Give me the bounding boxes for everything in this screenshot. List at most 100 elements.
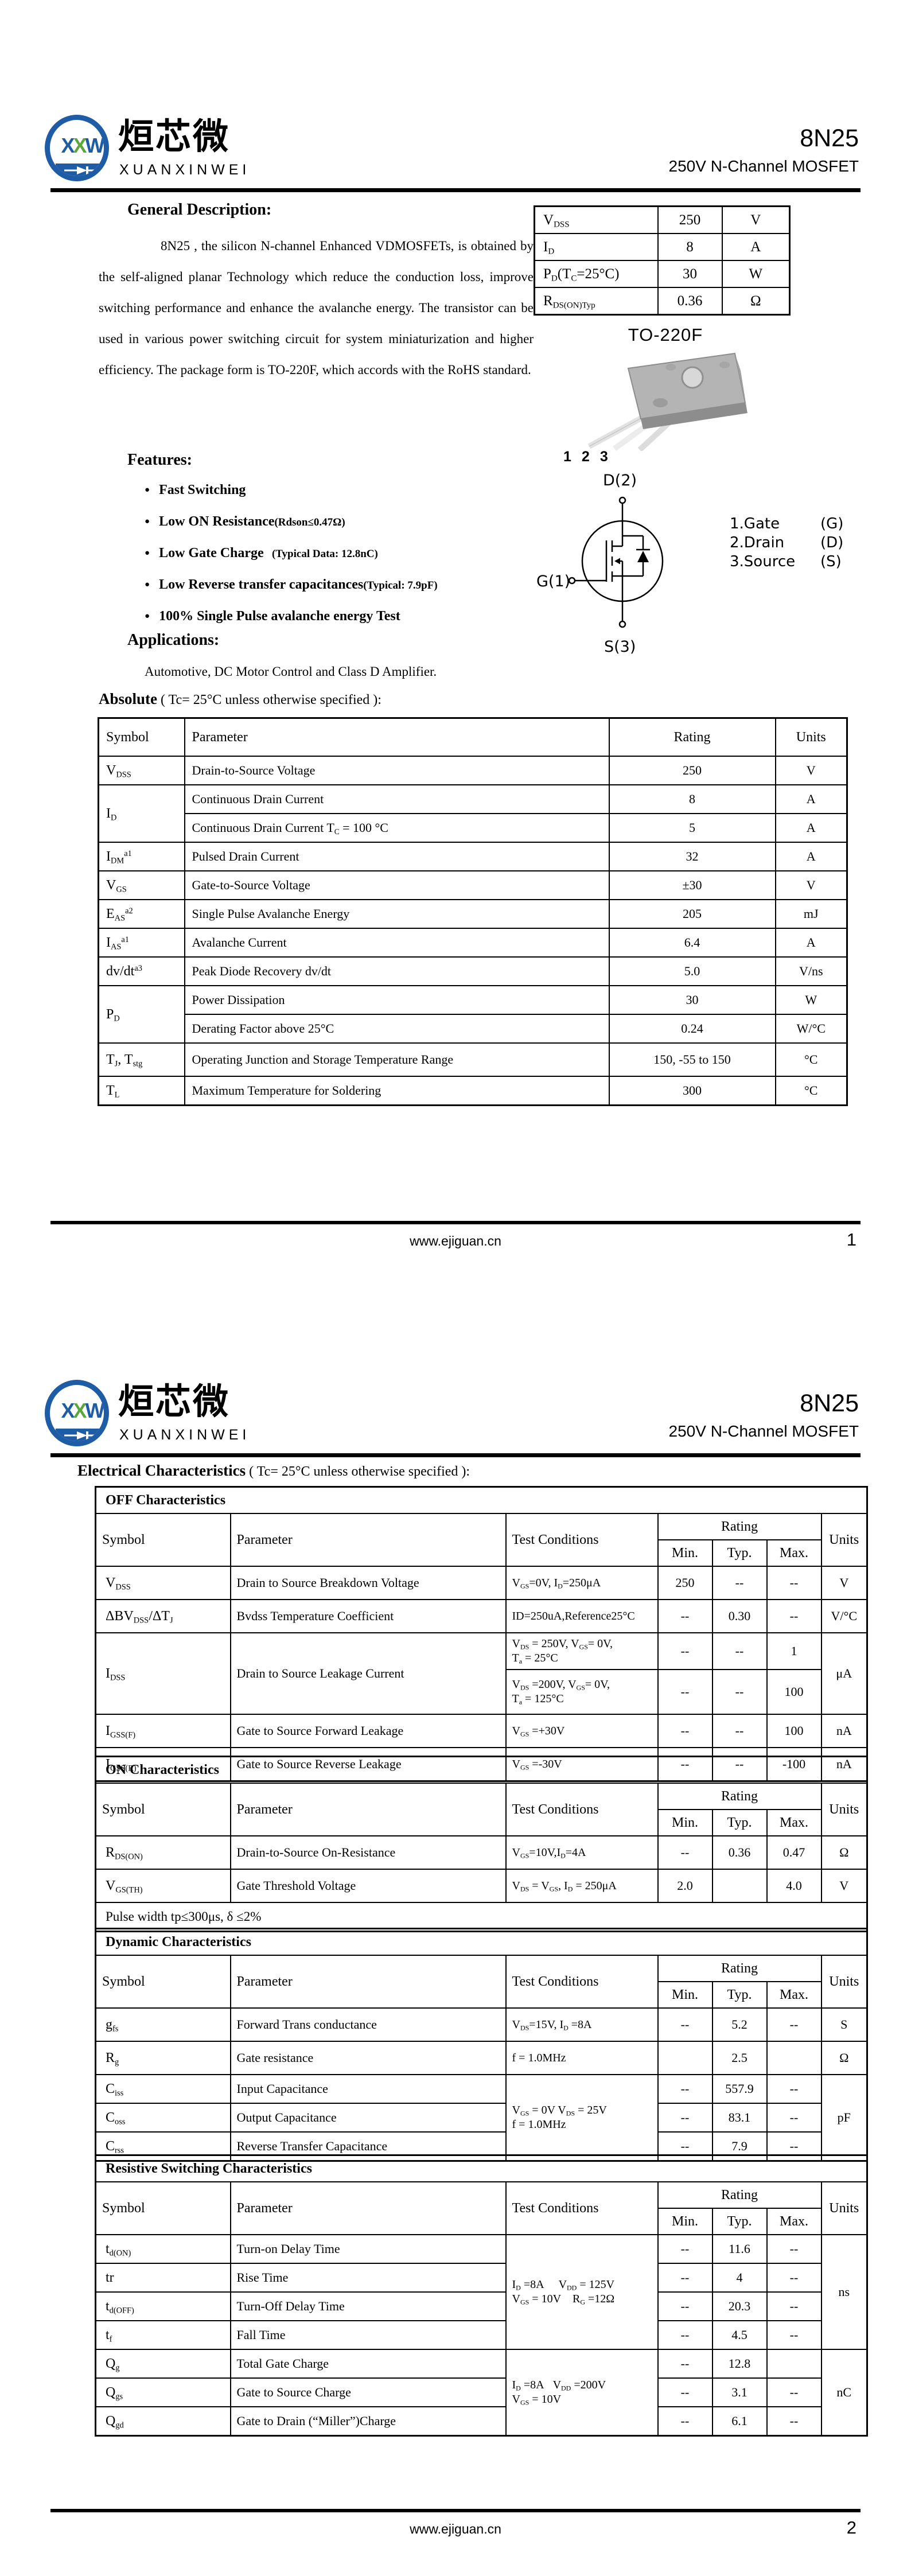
cell-units: nC <box>820 2349 868 2437</box>
logo-letter: X <box>73 1399 87 1422</box>
table-row: VDSS Drain-to-Source Voltage 250 V <box>98 756 848 785</box>
cell-units: mJ <box>774 899 848 929</box>
feature-item: Fast Switching <box>145 483 438 498</box>
cell-typ: 0.36 <box>711 1835 768 1870</box>
cell-symbol: dv/dta3 <box>98 956 185 986</box>
cell-parameter: Gate-to-Source Voltage <box>184 870 610 900</box>
package-image <box>542 348 760 452</box>
col-test-conditions: Test Conditions <box>505 1955 659 2009</box>
feature-item: Low Gate Charge (Typical Data: 12.8nC) <box>145 546 438 561</box>
cell-symbol: TL <box>98 1076 185 1106</box>
cell-units: V <box>774 870 848 900</box>
cell-max: -- <box>766 2320 822 2350</box>
table-row: gfs Forward Trans conductance VDS=15V, ID … <box>95 2007 868 2042</box>
col-symbol: Symbol <box>98 717 185 757</box>
cell-min: -- <box>657 1714 713 1748</box>
cell-parameter: Turn-on Delay Time <box>229 2234 507 2264</box>
cell-typ: -- <box>711 1714 768 1748</box>
cell-rating: 205 <box>608 899 776 929</box>
table-row: Qg Total Gate Charge ID =8A VDD =200V VGS =… <box>95 2349 868 2437</box>
cell-symbol: Ciss <box>95 2074 231 2104</box>
table-row: IDMa1 Pulsed Drain Current 32 A <box>98 842 848 871</box>
diode-icon <box>64 166 100 174</box>
cell-symbol: tr <box>95 2263 231 2293</box>
logo-letter: W <box>85 134 104 157</box>
page-number: 2 <box>846 2517 857 2538</box>
cell-min: -- <box>657 1835 713 1870</box>
footer-rule <box>50 1221 861 1224</box>
cell-min: -- <box>657 1599 713 1633</box>
features-heading: Features: <box>127 451 192 469</box>
col-parameter: Parameter <box>229 1955 507 2009</box>
cell-typ <box>711 1869 768 1903</box>
cell-symbol: Rg <box>95 2041 231 2075</box>
table-row: ID 8 A <box>534 233 791 261</box>
features-list: Fast Switching Low ON Resistance(Rdson≤0… <box>145 483 438 641</box>
feature-item: Low ON Resistance(Rdson≤0.47Ω) <box>145 515 438 530</box>
cell-test-conditions: VGS=10V,ID=4A <box>505 1835 659 1870</box>
cell-max: -- <box>766 2103 822 2133</box>
cell-symbol: PD <box>98 985 185 1044</box>
cell-symbol: IASa1 <box>98 928 185 958</box>
absolute-heading-bold: Absolute <box>99 690 158 707</box>
col-typ: Typ. <box>711 1981 768 2009</box>
cell-test-conditions: ID =8A VDD = 125V VGS = 10V RG =12Ω <box>505 2234 659 2350</box>
logo-letter: X <box>61 1399 75 1422</box>
cell-parameter: Drain to Source Leakage Current <box>229 1632 507 1715</box>
table-row: td(ON) Turn-on Delay Time ID =8A VDD = 125… <box>95 2234 868 2350</box>
table-title-row: Resistive Switching Characteristics <box>95 2154 868 2182</box>
cell-test-conditions: ID =8A VDD =200V VGS = 10V <box>505 2349 659 2437</box>
cell-max: 100 <box>766 1714 822 1748</box>
cell-symbol: Qg <box>95 2349 231 2379</box>
part-number: 8N25 <box>800 124 859 152</box>
cell-units: pF <box>820 2074 868 2162</box>
legend-name: 2.Drain <box>730 534 785 551</box>
cell-test-conditions: VDS = 250V, VGS= 0V, Ta = 25°C <box>505 1632 659 1670</box>
col-rating: Rating <box>657 1513 822 1540</box>
col-typ: Typ. <box>711 1539 768 1567</box>
cell-rating: 32 <box>608 842 776 871</box>
logo-letters: XXW <box>50 134 104 158</box>
cell-typ: 4.5 <box>711 2320 768 2350</box>
cell-symbol: EASa2 <box>98 899 185 929</box>
table-row: Qgs Gate to Source Charge -- 3.1 -- <box>95 2377 867 2407</box>
cell-typ: -- <box>711 1632 768 1670</box>
col-max: Max. <box>766 1539 822 1567</box>
feature-note: (Rdson≤0.47Ω) <box>274 516 345 528</box>
table-row: RDS(ON)Typ 0.36 Ω <box>534 287 791 316</box>
cell-rating: 30 <box>608 985 776 1015</box>
legend-code: (G) <box>820 515 844 532</box>
cell-units: V/°C <box>820 1599 868 1633</box>
cell-units: W/°C <box>774 1014 848 1044</box>
cell-max: 4.0 <box>766 1869 822 1903</box>
table-row: PD Power Dissipation 30 W <box>98 985 848 1044</box>
table-row: IDSS Drain to Source Leakage Current VDS =… <box>95 1632 868 1715</box>
feature-item: 100% Single Pulse avalanche energy Test <box>145 609 438 624</box>
cell-min: -- <box>657 2234 713 2264</box>
cell-typ: 83.1 <box>711 2103 768 2133</box>
table-row: TL Maximum Temperature for Soldering 300 °C <box>98 1076 848 1106</box>
cell-parameter: Gate Threshold Voltage <box>229 1869 507 1903</box>
feature-text: Low ON Resistance <box>159 514 275 529</box>
cell-parameter: Gate to Source Forward Leakage <box>229 1714 507 1748</box>
cell-min: 250 <box>657 1566 713 1600</box>
cell-parameter: Drain-to-Source Voltage <box>184 756 610 785</box>
feature-text: Fast Switching <box>159 482 246 497</box>
cell-units: V/ns <box>774 956 848 986</box>
legend-name: 1.Gate <box>730 515 780 532</box>
cell-min: -- <box>657 2320 713 2350</box>
col-typ: Typ. <box>711 1809 768 1836</box>
dynamic-characteristics-table: Dynamic Characteristics Symbol Parameter… <box>95 1928 869 2162</box>
cell-units: A <box>774 784 848 814</box>
company-logo: XXW <box>45 1380 112 1450</box>
logo-letters: XXW <box>50 1399 104 1423</box>
brand-english: XUANXINWEI <box>119 162 251 178</box>
table-row: VDSS 250 V <box>534 205 791 234</box>
cell-test-conditions: VDS=15V, ID =8A <box>505 2007 659 2042</box>
col-max: Max. <box>766 2208 822 2235</box>
table-row: VGS Gate-to-Source Voltage ±30 V <box>98 870 848 900</box>
cell-max: -- <box>766 1566 822 1600</box>
feature-text: 100% Single Pulse avalanche energy Test <box>159 609 400 624</box>
logo-ring: XXW <box>45 1380 109 1446</box>
electrical-heading-bold: Electrical Characteristics <box>77 1462 246 1479</box>
